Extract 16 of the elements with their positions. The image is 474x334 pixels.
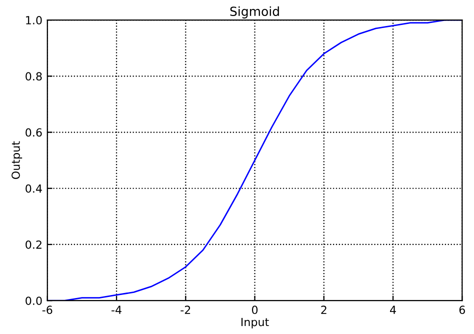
chart-title: Sigmoid [230, 6, 279, 18]
x-tick-label: 4 [390, 306, 396, 314]
x-tick-label: 2 [321, 306, 326, 314]
x-tick-label: -6 [42, 306, 52, 314]
x-tick-label: 6 [459, 306, 465, 314]
y-tick-label: 0.8 [26, 72, 42, 81]
y-tick-label: 0.0 [26, 296, 42, 305]
x-tick-label: -4 [112, 306, 122, 314]
y-tick-label: 1.0 [26, 16, 42, 24]
x-axis-title: Input [241, 318, 269, 328]
y-axis-title: Output [12, 141, 22, 179]
x-tick-label: -2 [180, 306, 190, 314]
y-tick-label: 0.6 [26, 128, 42, 137]
x-tick-label: 0 [252, 306, 258, 314]
y-tick-label: 0.2 [26, 240, 42, 249]
y-tick-label: 0.4 [26, 184, 42, 193]
